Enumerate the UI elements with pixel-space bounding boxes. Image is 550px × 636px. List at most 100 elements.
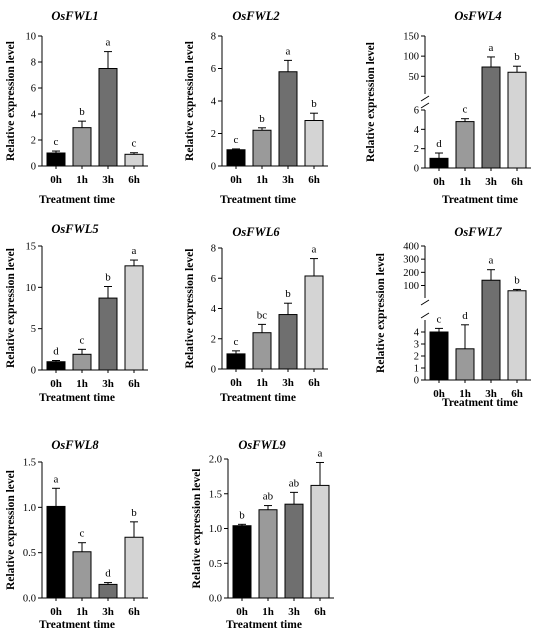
x-tick-label: 6h	[308, 377, 320, 389]
bar-6h	[304, 275, 324, 370]
y-tick-label: 8	[31, 58, 36, 69]
y-tick-label: 0	[414, 164, 419, 175]
significance-letter: a	[54, 473, 59, 485]
bar-1h	[72, 127, 92, 167]
y-tick-label: 0.5	[209, 559, 222, 570]
chart-title: OsFWL5	[51, 222, 98, 236]
y-tick-label: 400	[403, 242, 419, 253]
bar-3h	[278, 71, 298, 167]
y-tick-label: 10	[26, 32, 37, 43]
x-axis-label: Treatment time	[442, 397, 518, 409]
x-tick-label: 0h	[50, 606, 62, 618]
y-tick-label: 1.0	[23, 503, 36, 514]
bar-1h	[252, 129, 272, 167]
bar-1h	[252, 332, 272, 370]
y-tick-label: 4	[414, 328, 420, 339]
bar-6h	[124, 536, 144, 599]
y-tick-label: 0.0	[209, 594, 222, 605]
x-tick-label: 0h	[230, 174, 242, 186]
significance-letter: c	[437, 313, 442, 325]
y-tick-label: 200	[403, 268, 419, 279]
x-tick-label: 0h	[433, 388, 445, 400]
x-tick-label: 3h	[102, 174, 114, 186]
y-tick-label: 100	[403, 52, 419, 63]
significance-letter: ab	[289, 477, 300, 489]
y-axis-label: Relative expression level	[5, 248, 17, 368]
y-axis-label: Relative expression level	[191, 469, 203, 589]
significance-letter: b	[131, 507, 137, 519]
x-tick-label: 1h	[256, 174, 268, 186]
chart-fwl6: OsFWL6 Relative expression level 0 2 4 6 8 c 0h b…	[184, 225, 328, 404]
y-tick-label: 2.0	[209, 455, 222, 466]
y-tick-label: 0.0	[23, 594, 36, 605]
bar-6h	[124, 265, 144, 371]
bar-1h	[72, 551, 92, 599]
x-tick-label: 3h	[282, 377, 294, 389]
y-tick-label: 2	[31, 136, 36, 147]
y-tick-label: 4	[211, 97, 217, 108]
y-axis-label: Relative expression level	[5, 470, 17, 590]
significance-letter: b	[514, 51, 520, 63]
significance-letter: b	[239, 509, 245, 521]
significance-letter: d	[53, 345, 59, 357]
bar-1h	[72, 353, 92, 371]
axis-break-mark	[420, 312, 430, 319]
x-axis-label: Treatment time	[39, 194, 115, 206]
bar-3h	[98, 68, 118, 167]
y-tick-label: 0	[31, 162, 36, 173]
chart-title: OsFWL6	[232, 225, 280, 239]
x-tick-label: 6h	[511, 388, 523, 400]
bar-0h	[46, 361, 66, 371]
significance-letter: c	[234, 134, 239, 146]
significance-letter: ab	[263, 491, 274, 503]
significance-letter: c	[54, 136, 59, 148]
y-axis-label: Relative expression level	[184, 41, 196, 161]
y-tick-label: 3	[414, 340, 419, 351]
y-tick-label: 300	[403, 255, 419, 266]
x-tick-label: 0h	[433, 176, 445, 188]
significance-letter: a	[286, 45, 291, 57]
x-tick-label: 1h	[256, 377, 268, 389]
significance-letter: d	[105, 568, 111, 580]
x-tick-label: 6h	[308, 174, 320, 186]
y-tick-label: 1.0	[209, 524, 222, 535]
chart-title: OsFWL2	[232, 9, 279, 23]
significance-letter: b	[285, 288, 291, 300]
y-axis-label: Relative expression level	[375, 253, 387, 373]
y-axis-label: Relative expression level	[184, 249, 196, 369]
x-tick-label: 0h	[236, 606, 248, 618]
chart-fwl1: OsFWL1 Relative expression level 0 2 4 6 8 10 c 0…	[5, 9, 148, 206]
significance-letter: c	[234, 336, 239, 348]
chart-fwl4: OsFWL4 Relative expression level 0 2 4 6 50 100…	[365, 9, 531, 206]
bar-1h	[455, 348, 475, 381]
chart-title: OsFWL1	[51, 9, 98, 23]
y-tick-label: 2	[414, 352, 419, 363]
significance-letter: b	[259, 113, 265, 125]
x-tick-label: 6h	[128, 174, 140, 186]
y-tick-label: 0	[31, 366, 36, 377]
x-tick-label: 1h	[459, 176, 471, 188]
axis-break-mark	[420, 95, 430, 102]
y-tick-label: 6	[211, 64, 216, 75]
x-tick-label: 3h	[485, 176, 497, 188]
significance-letter: d	[462, 310, 468, 322]
y-tick-label: 10	[26, 283, 37, 294]
significance-letter: b	[514, 274, 520, 286]
bar-1h	[455, 121, 475, 169]
y-tick-label: 1.5	[23, 458, 36, 469]
bar-6h	[507, 290, 527, 381]
y-tick-label: 1.5	[209, 489, 222, 500]
significance-letter: c	[132, 138, 137, 150]
significance-letter: c	[80, 334, 85, 346]
y-tick-label: 5	[31, 324, 36, 335]
bar-0h	[46, 505, 66, 599]
bar-3h	[98, 297, 118, 371]
y-tick-label: 0.5	[23, 548, 36, 559]
y-tick-label: 6	[211, 274, 216, 285]
y-tick-label: 150	[403, 32, 419, 43]
significance-letter: a	[106, 37, 111, 49]
bar-0h	[226, 149, 246, 167]
bar-6h	[304, 120, 324, 167]
bar-0h	[232, 525, 252, 599]
